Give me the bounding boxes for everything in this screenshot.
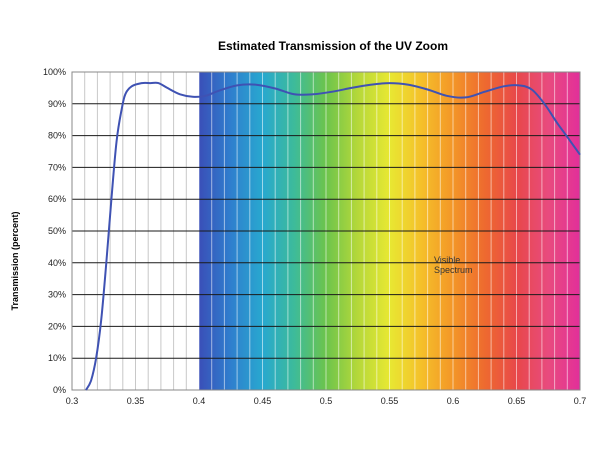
x-tick-label: 0.7 bbox=[574, 396, 587, 406]
y-tick-label: 60% bbox=[48, 194, 66, 204]
y-axis-tick-labels: 0% 10% 20% 30% 40% 50% 60% 70% 80% 90% 100% bbox=[43, 67, 66, 395]
visible-spectrum-annotation: Visible Spectrum bbox=[434, 255, 473, 275]
y-tick-label: 80% bbox=[48, 131, 66, 141]
y-tick-label: 100% bbox=[43, 67, 66, 77]
x-tick-label: 0.6 bbox=[447, 396, 460, 406]
transmission-curve bbox=[85, 81, 581, 391]
annotation-line-1: Visible bbox=[434, 255, 460, 265]
y-axis-label: Transmission (percent) bbox=[10, 211, 20, 310]
y-tick-label: 10% bbox=[48, 353, 66, 363]
x-tick-label: 0.35 bbox=[127, 396, 145, 406]
y-tick-label: 70% bbox=[48, 162, 66, 172]
plot-area-frame bbox=[71, 71, 581, 391]
x-tick-label: 0.5 bbox=[320, 396, 333, 406]
y-tick-label: 0% bbox=[53, 385, 66, 395]
chart-title: Estimated Transmission of the UV Zoom bbox=[218, 39, 448, 53]
y-tick-label: 30% bbox=[48, 290, 66, 300]
x-axis-tick-labels: 0.3 0.35 0.4 0.45 0.5 0.55 0.6 0.65 0.7 bbox=[66, 396, 587, 406]
x-tick-label: 0.55 bbox=[381, 396, 399, 406]
y-tick-label: 90% bbox=[48, 99, 66, 109]
x-tick-label: 0.3 bbox=[66, 396, 79, 406]
gridlines bbox=[71, 71, 581, 391]
x-tick-label: 0.4 bbox=[193, 396, 206, 406]
annotation-line-2: Spectrum bbox=[434, 265, 473, 275]
y-tick-label: 50% bbox=[48, 226, 66, 236]
y-tick-label: 20% bbox=[48, 321, 66, 331]
y-tick-label: 40% bbox=[48, 258, 66, 268]
x-tick-label: 0.45 bbox=[254, 396, 272, 406]
x-tick-label: 0.65 bbox=[508, 396, 526, 406]
